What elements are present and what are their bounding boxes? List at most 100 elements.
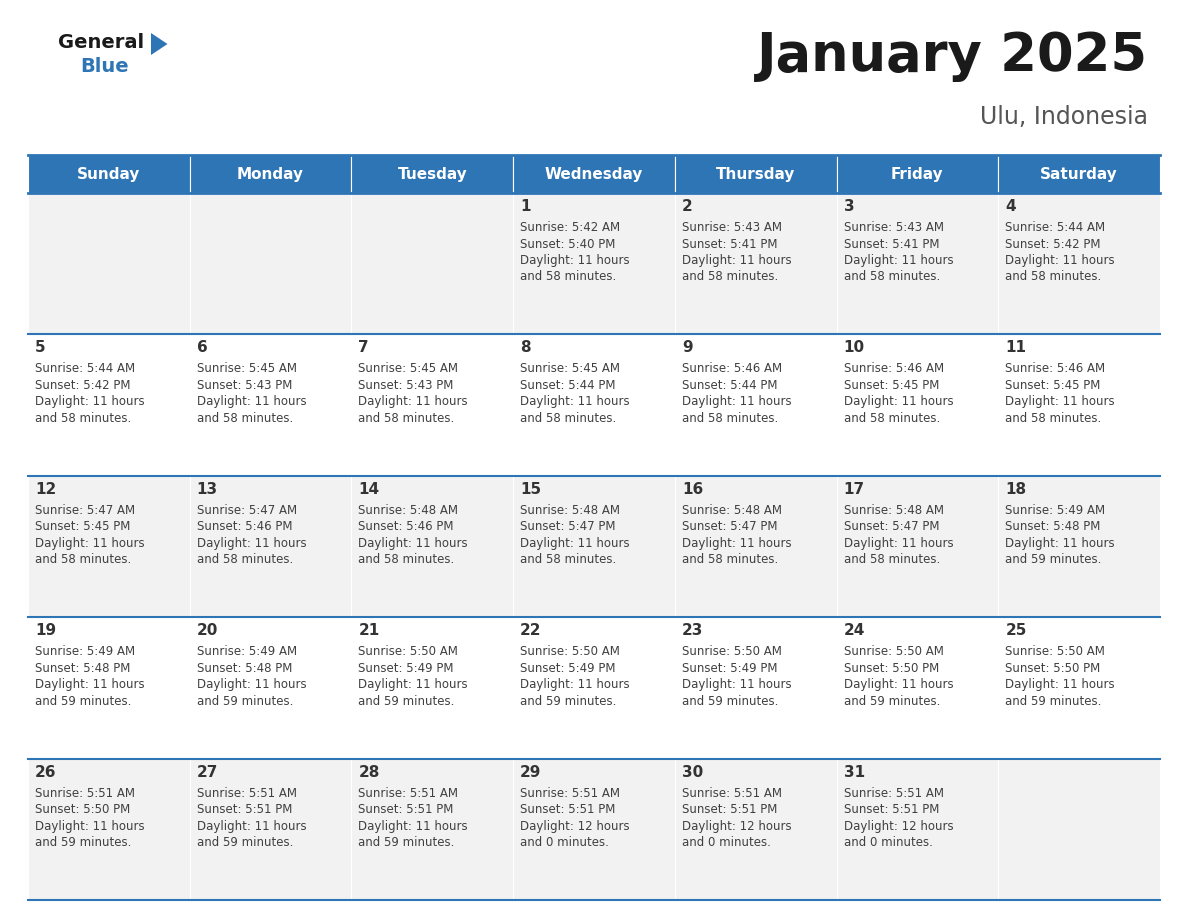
Text: Daylight: 11 hours: Daylight: 11 hours [359, 537, 468, 550]
Text: Daylight: 11 hours: Daylight: 11 hours [34, 537, 145, 550]
Text: and 58 minutes.: and 58 minutes. [34, 412, 131, 425]
Text: Daylight: 11 hours: Daylight: 11 hours [197, 537, 307, 550]
Text: Sunrise: 5:46 AM: Sunrise: 5:46 AM [1005, 363, 1105, 375]
Bar [675, 155, 836, 193]
Text: Sunrise: 5:50 AM: Sunrise: 5:50 AM [359, 645, 459, 658]
Bar [998, 476, 1159, 617]
Text: Daylight: 11 hours: Daylight: 11 hours [1005, 396, 1114, 409]
Bar [675, 193, 836, 334]
Text: Sunset: 5:46 PM: Sunset: 5:46 PM [197, 521, 292, 533]
Bar [513, 193, 675, 334]
Bar [836, 476, 998, 617]
Text: and 58 minutes.: and 58 minutes. [520, 271, 617, 284]
Text: Sunset: 5:41 PM: Sunset: 5:41 PM [682, 238, 777, 251]
Text: Sunrise: 5:49 AM: Sunrise: 5:49 AM [197, 645, 297, 658]
Text: 16: 16 [682, 482, 703, 497]
Text: Daylight: 11 hours: Daylight: 11 hours [34, 396, 145, 409]
Text: Sunrise: 5:51 AM: Sunrise: 5:51 AM [520, 787, 620, 800]
Text: 20: 20 [197, 623, 219, 638]
Text: and 58 minutes.: and 58 minutes. [359, 412, 455, 425]
Text: Sunrise: 5:51 AM: Sunrise: 5:51 AM [359, 787, 459, 800]
Text: 10: 10 [843, 341, 865, 355]
Text: 3: 3 [843, 199, 854, 214]
Bar [29, 617, 190, 758]
Text: January 2025: January 2025 [757, 30, 1148, 82]
Text: and 59 minutes.: and 59 minutes. [843, 695, 940, 708]
Text: Friday: Friday [891, 166, 943, 182]
Text: Sunset: 5:50 PM: Sunset: 5:50 PM [843, 662, 939, 675]
Text: Sunrise: 5:46 AM: Sunrise: 5:46 AM [843, 363, 943, 375]
Bar [29, 758, 190, 900]
Text: and 58 minutes.: and 58 minutes. [843, 412, 940, 425]
Text: Sunset: 5:51 PM: Sunset: 5:51 PM [682, 803, 777, 816]
Text: and 59 minutes.: and 59 minutes. [359, 695, 455, 708]
Text: Sunrise: 5:48 AM: Sunrise: 5:48 AM [359, 504, 459, 517]
Text: and 58 minutes.: and 58 minutes. [197, 554, 293, 566]
Text: 18: 18 [1005, 482, 1026, 497]
Text: 27: 27 [197, 765, 219, 779]
Text: Sunrise: 5:45 AM: Sunrise: 5:45 AM [197, 363, 297, 375]
Text: Sunrise: 5:48 AM: Sunrise: 5:48 AM [520, 504, 620, 517]
Bar [190, 617, 352, 758]
Text: Daylight: 11 hours: Daylight: 11 hours [682, 678, 791, 691]
Text: Monday: Monday [238, 166, 304, 182]
Bar [998, 617, 1159, 758]
Text: Sunrise: 5:49 AM: Sunrise: 5:49 AM [1005, 504, 1105, 517]
Text: Sunset: 5:43 PM: Sunset: 5:43 PM [197, 379, 292, 392]
Bar [190, 193, 352, 334]
Text: Daylight: 11 hours: Daylight: 11 hours [34, 678, 145, 691]
Text: Sunrise: 5:50 AM: Sunrise: 5:50 AM [843, 645, 943, 658]
Text: Sunset: 5:43 PM: Sunset: 5:43 PM [359, 379, 454, 392]
Text: Daylight: 11 hours: Daylight: 11 hours [359, 820, 468, 833]
Text: 17: 17 [843, 482, 865, 497]
Text: and 58 minutes.: and 58 minutes. [34, 554, 131, 566]
Text: and 59 minutes.: and 59 minutes. [520, 695, 617, 708]
Bar [675, 334, 836, 476]
Text: Sunset: 5:50 PM: Sunset: 5:50 PM [34, 803, 131, 816]
Text: Daylight: 11 hours: Daylight: 11 hours [682, 537, 791, 550]
Text: 4: 4 [1005, 199, 1016, 214]
Text: 22: 22 [520, 623, 542, 638]
Text: Sunset: 5:44 PM: Sunset: 5:44 PM [520, 379, 615, 392]
Text: Sunrise: 5:46 AM: Sunrise: 5:46 AM [682, 363, 782, 375]
Text: and 59 minutes.: and 59 minutes. [34, 836, 132, 849]
Text: and 58 minutes.: and 58 minutes. [682, 412, 778, 425]
Text: Sunset: 5:49 PM: Sunset: 5:49 PM [520, 662, 615, 675]
Bar [998, 758, 1159, 900]
Text: Daylight: 11 hours: Daylight: 11 hours [1005, 254, 1114, 267]
Text: Sunset: 5:45 PM: Sunset: 5:45 PM [843, 379, 939, 392]
Bar [352, 476, 513, 617]
Text: Sunrise: 5:45 AM: Sunrise: 5:45 AM [359, 363, 459, 375]
Text: Sunrise: 5:45 AM: Sunrise: 5:45 AM [520, 363, 620, 375]
Text: Daylight: 11 hours: Daylight: 11 hours [682, 254, 791, 267]
Text: and 59 minutes.: and 59 minutes. [1005, 554, 1101, 566]
Text: and 58 minutes.: and 58 minutes. [359, 554, 455, 566]
Text: and 0 minutes.: and 0 minutes. [682, 836, 771, 849]
Bar [513, 476, 675, 617]
Text: Sunrise: 5:51 AM: Sunrise: 5:51 AM [34, 787, 135, 800]
Text: and 59 minutes.: and 59 minutes. [359, 836, 455, 849]
Text: Daylight: 11 hours: Daylight: 11 hours [359, 678, 468, 691]
Text: 2: 2 [682, 199, 693, 214]
Text: Sunset: 5:41 PM: Sunset: 5:41 PM [843, 238, 939, 251]
Text: Sunrise: 5:43 AM: Sunrise: 5:43 AM [682, 221, 782, 234]
Text: Daylight: 11 hours: Daylight: 11 hours [843, 678, 953, 691]
Bar [190, 155, 352, 193]
Text: Sunrise: 5:50 AM: Sunrise: 5:50 AM [1005, 645, 1105, 658]
Text: Daylight: 11 hours: Daylight: 11 hours [520, 396, 630, 409]
Text: 15: 15 [520, 482, 542, 497]
Text: and 58 minutes.: and 58 minutes. [682, 271, 778, 284]
Text: Daylight: 11 hours: Daylight: 11 hours [682, 396, 791, 409]
Text: and 58 minutes.: and 58 minutes. [197, 412, 293, 425]
Text: and 58 minutes.: and 58 minutes. [843, 554, 940, 566]
Text: 9: 9 [682, 341, 693, 355]
Text: Daylight: 11 hours: Daylight: 11 hours [843, 396, 953, 409]
Bar [29, 155, 190, 193]
Text: Sunset: 5:51 PM: Sunset: 5:51 PM [197, 803, 292, 816]
Text: Sunset: 5:48 PM: Sunset: 5:48 PM [197, 662, 292, 675]
Text: Daylight: 11 hours: Daylight: 11 hours [197, 396, 307, 409]
Text: Daylight: 11 hours: Daylight: 11 hours [520, 678, 630, 691]
Text: Sunset: 5:48 PM: Sunset: 5:48 PM [34, 662, 131, 675]
Text: Daylight: 11 hours: Daylight: 11 hours [34, 820, 145, 833]
Text: 29: 29 [520, 765, 542, 779]
